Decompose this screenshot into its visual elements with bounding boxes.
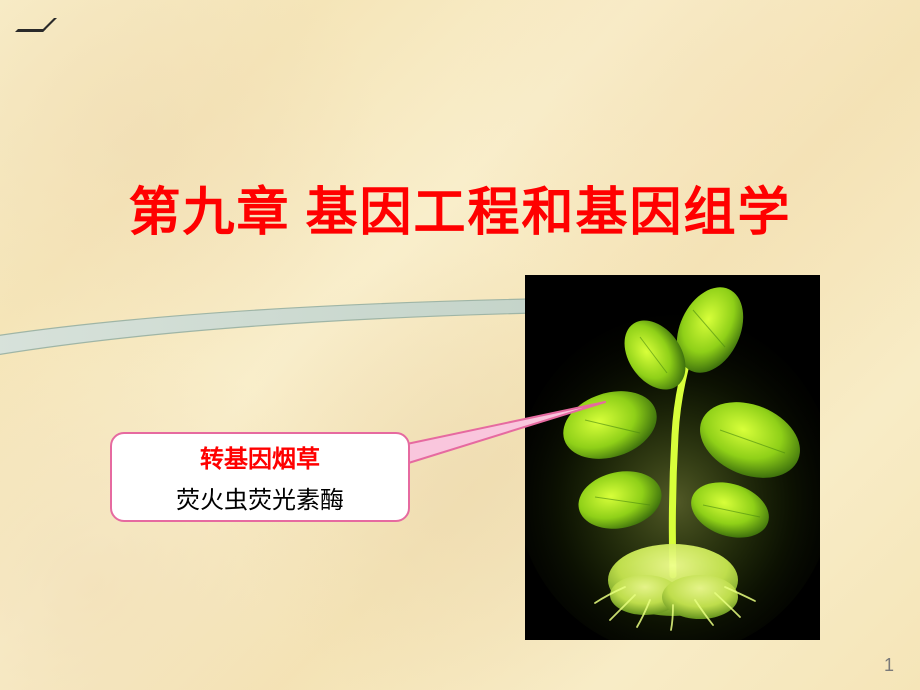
callout-box: 转基因烟草 荧火虫荧光素酶 [110,432,410,522]
callout-title: 转基因烟草 [200,439,320,474]
transgenic-tobacco-figure [525,275,820,640]
decorative-swoosh [0,290,580,380]
glowing-plant-illustration [525,275,820,640]
corner-marker [15,18,57,32]
page-number: 1 [884,655,894,676]
callout-subtitle: 荧火虫荧光素酶 [176,480,344,515]
chapter-title: 第九章 基因工程和基因组学 [0,170,920,245]
